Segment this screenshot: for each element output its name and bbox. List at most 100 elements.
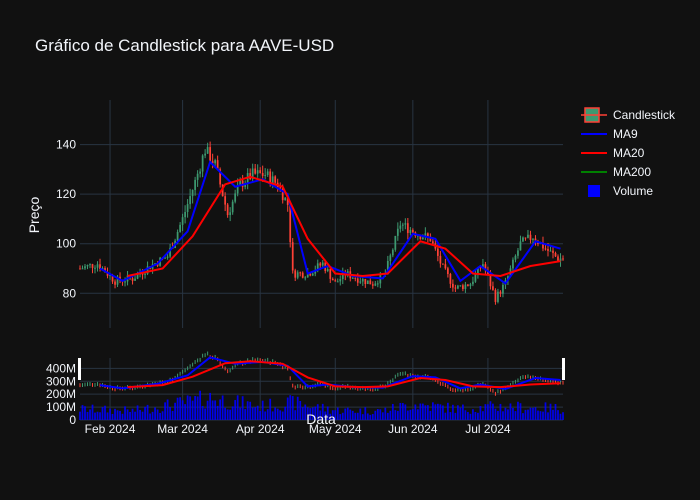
candle-body [394, 235, 397, 250]
volume-bar [289, 395, 292, 420]
candle-body [236, 185, 239, 194]
volume-bar [336, 407, 339, 420]
volume-bar [482, 411, 484, 420]
candle-body [81, 268, 84, 270]
candle-body [371, 284, 374, 286]
volume-bar [144, 406, 146, 420]
volume-bar [79, 411, 81, 420]
candle-body [111, 275, 114, 282]
volume-bar [204, 408, 207, 420]
candle-body [494, 289, 497, 302]
volume-bar [154, 407, 156, 420]
candle-body [226, 204, 229, 216]
volume-bar [184, 404, 186, 420]
volume-bar [441, 405, 444, 420]
volume-bar [331, 410, 334, 420]
candle-body [211, 161, 214, 164]
volume-bar [351, 410, 354, 420]
volume-bar [366, 413, 369, 420]
candle-body [404, 223, 407, 225]
candle-body [512, 259, 514, 269]
volume-bar [552, 409, 554, 420]
volume-bar [389, 410, 392, 420]
candle-body [254, 168, 257, 174]
volume-bar [549, 403, 552, 420]
volume-bar [149, 413, 151, 420]
volume-bar [259, 411, 262, 420]
volume-bar [99, 412, 101, 420]
x-tick-label: Jul 2024 [465, 422, 511, 436]
rangeslider-handle-left[interactable] [78, 358, 81, 380]
volume-bar [414, 404, 417, 420]
legend-label[interactable]: MA20 [613, 146, 645, 160]
candle-body [519, 241, 522, 251]
volume-bar [527, 409, 529, 420]
volume-bar [276, 408, 279, 420]
candle-body [336, 281, 339, 283]
volume-bar [201, 405, 204, 420]
candle-body [271, 176, 274, 184]
volume-bar [86, 411, 89, 420]
volume-bar [424, 405, 427, 420]
candle-body [311, 273, 314, 276]
volume-bar [179, 397, 181, 420]
volume-bar [452, 404, 454, 420]
volume-bar [404, 404, 407, 420]
volume-bar [126, 409, 129, 420]
candle-body [306, 273, 309, 278]
candle-body [467, 284, 469, 286]
x-tick-label: Jun 2024 [388, 422, 438, 436]
candle-body [419, 235, 422, 240]
volume-bar [509, 403, 512, 420]
volume-bar [467, 411, 469, 420]
rangeslider-handle-right[interactable] [562, 358, 565, 380]
candle-body [321, 262, 324, 266]
candle-body [269, 171, 272, 184]
volume-bar [116, 410, 119, 420]
volume-bar [469, 413, 472, 420]
volume-bar [379, 409, 382, 420]
legend-label[interactable]: Volume [613, 184, 653, 198]
candle-body [502, 284, 504, 294]
candle-body [356, 278, 359, 283]
candle-body [386, 260, 389, 274]
candle-body [492, 286, 494, 290]
volume-bar [459, 407, 462, 420]
candle-body [477, 267, 479, 275]
volume-bar [449, 412, 452, 420]
volume-bar [401, 403, 404, 420]
ma9-line [99, 160, 561, 285]
candle-body [562, 258, 564, 260]
volume-bar [129, 411, 131, 420]
legend-label[interactable]: MA9 [613, 127, 638, 141]
candle-body [189, 196, 191, 205]
candle-body [116, 276, 119, 285]
candle-body [221, 184, 224, 197]
volume-bar [499, 403, 502, 420]
volume-tick-label: 200M [46, 387, 76, 401]
legend-label[interactable]: Candlestick [613, 108, 676, 122]
candle-body [124, 281, 126, 283]
candle-body [286, 197, 289, 205]
volume-bar [261, 400, 264, 420]
volume-bar [209, 392, 212, 420]
candle-body [106, 272, 109, 276]
volume-bar [151, 411, 154, 420]
volume-bar [191, 400, 194, 420]
volume-bar [309, 408, 312, 420]
volume-bar [354, 412, 357, 420]
candle-body [479, 267, 482, 269]
volume-bar [409, 409, 412, 420]
volume-bar [189, 396, 191, 420]
volume-bar [286, 397, 289, 420]
candle-body [374, 283, 377, 286]
candle-body [289, 204, 292, 243]
candle-body [409, 229, 412, 233]
volume-tick-label: 100M [46, 400, 76, 414]
candle-body [449, 273, 452, 284]
volume-bar [512, 407, 514, 420]
legend-label[interactable]: MA200 [613, 165, 651, 179]
volume-bar [386, 412, 389, 420]
volume-bar [299, 401, 302, 420]
volume-bar [406, 410, 409, 420]
